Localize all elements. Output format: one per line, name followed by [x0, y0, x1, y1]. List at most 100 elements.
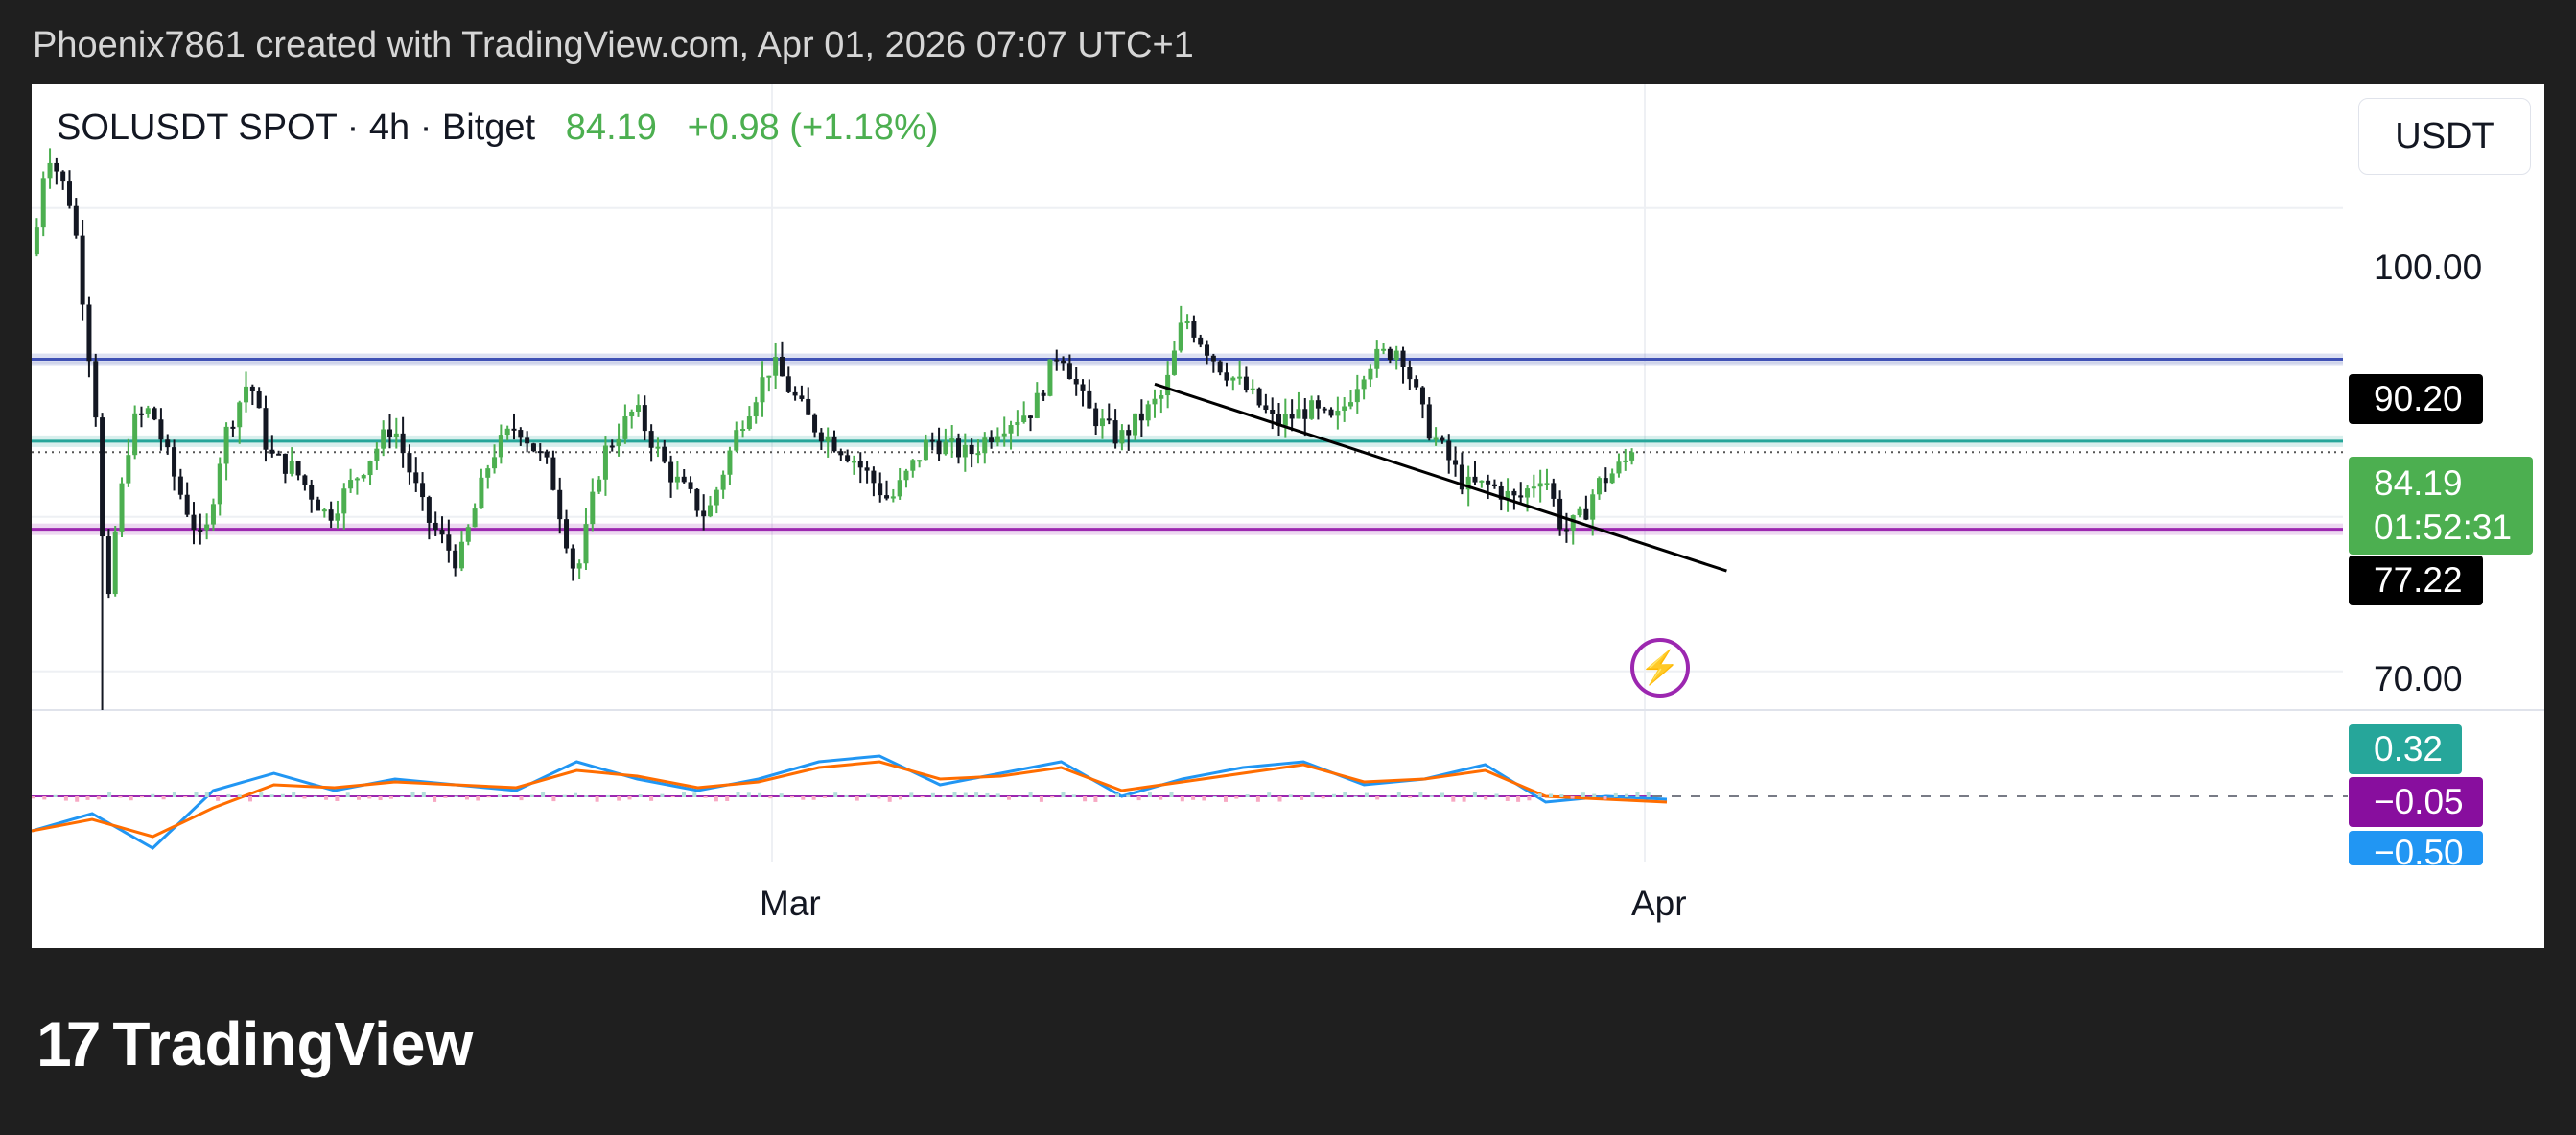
candle-body	[1126, 430, 1132, 436]
macd-histogram-bar	[1169, 792, 1174, 797]
macd-histogram-bar	[324, 796, 329, 800]
macd-histogram-bar	[801, 796, 806, 800]
chart-canvas[interactable]	[32, 84, 2544, 948]
candle-body	[943, 441, 948, 455]
candle-body	[785, 376, 791, 392]
macd-histogram-bar	[1549, 793, 1553, 797]
candle-body	[570, 548, 575, 569]
candle-body	[1276, 414, 1282, 426]
candle-body	[701, 510, 707, 517]
macd-signal-tag: −0.05	[2349, 777, 2483, 827]
macd-histogram-bar	[269, 794, 274, 797]
candle-body	[73, 205, 79, 236]
macd-histogram-bar	[1343, 792, 1347, 797]
chart-header: Phoenix7861 created with TradingView.com…	[33, 25, 1194, 65]
candle-body	[66, 181, 72, 206]
candle-body	[1511, 490, 1517, 496]
candle-body	[1015, 421, 1020, 426]
candle-body	[47, 162, 53, 179]
macd-histogram-bar	[974, 792, 979, 797]
macd-histogram-bar	[1527, 796, 1532, 801]
macd-histogram-bar	[725, 796, 730, 801]
macd-histogram-bar	[1613, 792, 1618, 797]
macd-histogram-bar	[1505, 796, 1510, 801]
candle-body	[1419, 387, 1425, 405]
macd-histogram-bar	[899, 796, 902, 800]
trendline	[1154, 382, 1727, 573]
macd-line-tag: −0.50	[2349, 831, 2483, 865]
macd-line	[32, 754, 1668, 850]
macd-histogram-bar	[1104, 795, 1109, 797]
candle-body	[1034, 392, 1040, 418]
candle-body	[1446, 440, 1452, 461]
candle-body	[1138, 413, 1144, 421]
tradingview-logo[interactable]: 17 TradingView	[36, 1007, 473, 1080]
candle-body	[910, 460, 916, 471]
chart-panel[interactable]: SOLUSDT SPOT · 4h · Bitget 84.19 +0.98 (…	[32, 84, 2544, 948]
lightning-icon[interactable]: ⚡	[1630, 638, 1690, 698]
candle-body	[956, 438, 962, 458]
candle-body	[1106, 418, 1112, 421]
macd-histogram-bar	[942, 795, 947, 797]
macd-histogram-bar	[1408, 796, 1413, 798]
macd-histogram-bar	[85, 796, 90, 800]
macd-histogram-bar	[1093, 796, 1098, 802]
macd-histogram-bar	[1300, 796, 1304, 800]
macd-histogram-bar	[335, 796, 340, 801]
candle-body	[492, 457, 498, 469]
candle-body	[799, 395, 805, 399]
macd-histogram-bar	[508, 795, 513, 797]
macd-histogram-bar	[1267, 792, 1272, 797]
candle-body	[386, 429, 392, 437]
candle-body	[857, 461, 863, 468]
macd-histogram-bar	[930, 792, 935, 797]
candle-body	[138, 413, 144, 415]
candle-body	[152, 408, 157, 420]
candle-body	[1270, 410, 1276, 414]
macd-histogram-tag: 0.32	[2349, 724, 2462, 774]
macd-histogram-bar	[1592, 793, 1597, 797]
candle-body	[426, 497, 432, 523]
macd-histogram-bar	[237, 794, 242, 797]
macd-histogram-bar	[1537, 793, 1542, 797]
macd-histogram-bar	[1277, 796, 1282, 802]
candle-body	[86, 304, 92, 362]
candle-body	[681, 476, 687, 483]
macd-histogram-bar	[551, 796, 556, 802]
candle-body	[1112, 420, 1118, 444]
candle-body	[230, 426, 236, 429]
price-tick-70: 70.00	[2374, 659, 2463, 698]
macd-histogram-bar	[1191, 796, 1196, 800]
candle-body	[917, 460, 923, 462]
macd-histogram-bar	[497, 794, 502, 797]
macd-histogram-bar	[562, 794, 567, 797]
candle-body	[668, 461, 674, 483]
candle-body	[172, 447, 177, 477]
candle-body	[1073, 379, 1079, 385]
candle-body	[1250, 388, 1255, 390]
currency-button[interactable]: USDT	[2358, 98, 2531, 175]
candle-body	[328, 509, 334, 521]
macd-histogram-bar	[1321, 796, 1325, 799]
candle-body	[1093, 408, 1099, 427]
macd-histogram-bar	[421, 792, 426, 797]
candle-body	[1309, 400, 1315, 419]
candle-body	[100, 417, 105, 537]
candle-body	[1296, 409, 1301, 419]
candle-body	[1557, 498, 1563, 530]
candle-body	[191, 514, 197, 530]
macd-histogram-bar	[660, 793, 665, 797]
symbol-name[interactable]: SOLUSDT SPOT · 4h · Bitget	[57, 107, 536, 148]
candle-body	[249, 386, 255, 391]
macd-histogram-bar	[118, 796, 123, 798]
symbol-info[interactable]: SOLUSDT SPOT · 4h · Bitget 84.19 +0.98 (…	[57, 107, 939, 149]
candle-body	[1328, 409, 1334, 416]
macd-histogram-bar	[703, 796, 708, 798]
logo-text: TradingView	[112, 1009, 474, 1078]
candle-body	[511, 428, 517, 431]
macd-histogram-bar	[292, 792, 296, 797]
macd-histogram-bar	[1646, 792, 1651, 797]
candle-body	[962, 444, 968, 458]
macd-histogram-bar	[400, 795, 405, 797]
candle-body	[34, 227, 39, 255]
